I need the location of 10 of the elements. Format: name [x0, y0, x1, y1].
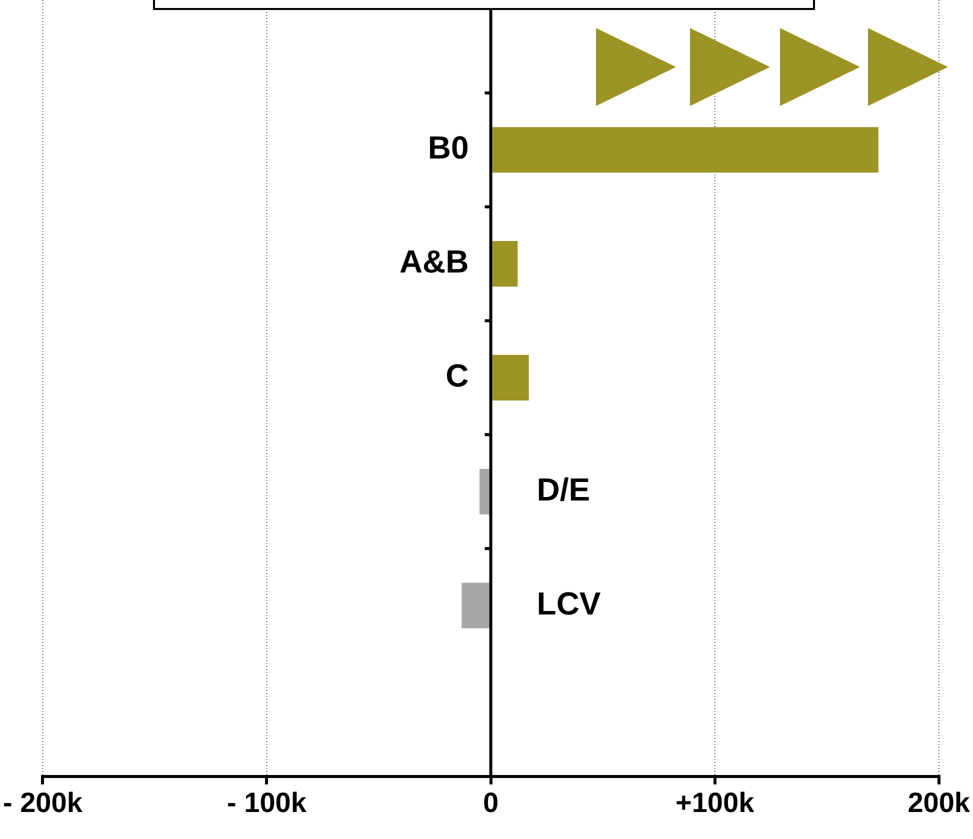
- y-tick-label: C: [446, 358, 469, 394]
- x-tick-label: +100k: [675, 786, 755, 818]
- x-tick-label: 200k: [908, 786, 970, 818]
- x-tick-label: 0: [482, 786, 499, 818]
- y-tick-label: D/E: [536, 471, 590, 508]
- x-tick-label: - 200k: [2, 786, 83, 818]
- x-tick-label: - 100k: [227, 786, 307, 818]
- y-tick-label: LCV: [536, 585, 602, 622]
- y-tick-label: B0: [428, 130, 469, 166]
- y-tick-label: A&B: [399, 244, 469, 280]
